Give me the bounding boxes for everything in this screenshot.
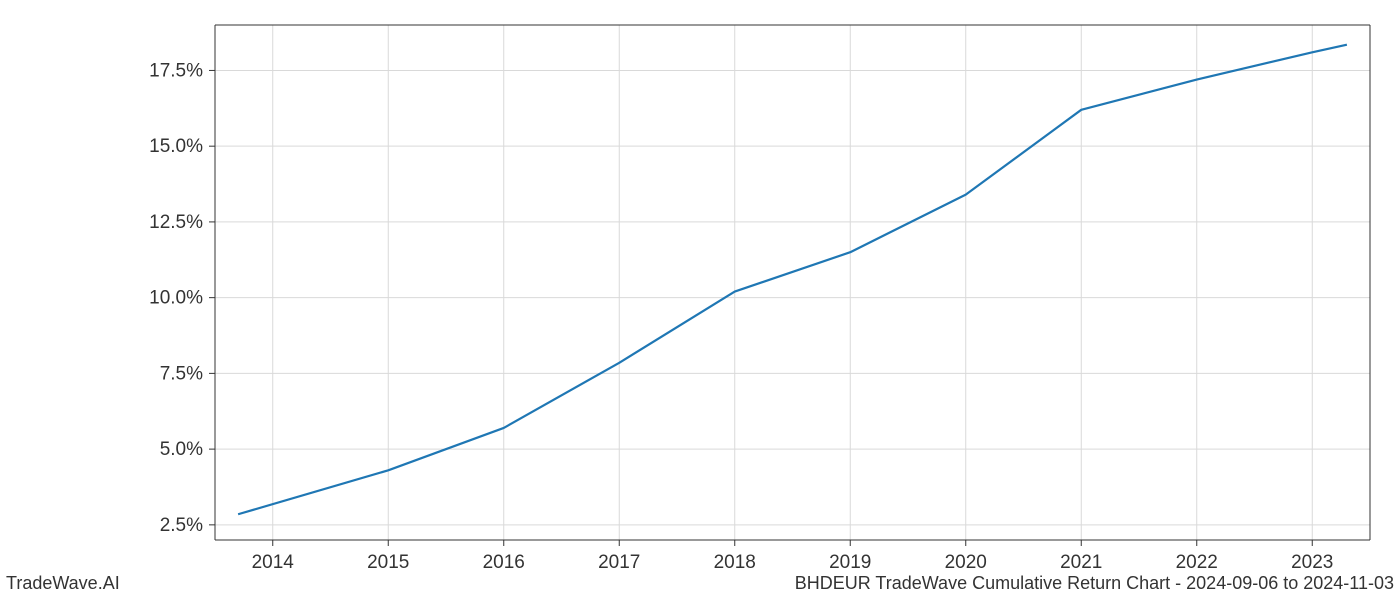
x-tick-label: 2016 [483,552,525,573]
x-tick-label: 2015 [367,552,409,573]
footer: TradeWave.AI BHDEUR TradeWave Cumulative… [0,573,1400,594]
y-tick-label: 7.5% [160,363,203,384]
y-tick-label: 15.0% [149,136,203,157]
y-tick-label: 2.5% [160,515,203,536]
x-tick-label: 2020 [945,552,987,573]
footer-right-caption: BHDEUR TradeWave Cumulative Return Chart… [795,573,1394,594]
x-tick-label: 2014 [252,552,295,573]
x-tick-label: 2021 [1060,552,1102,573]
y-tick-label: 10.0% [149,288,203,309]
y-tick-label: 17.5% [149,60,203,81]
x-tick-label: 2019 [829,552,871,573]
y-tick-label: 12.5% [149,212,203,233]
x-tick-label: 2018 [714,552,756,573]
x-tick-label: 2017 [598,552,640,573]
chart-container: 2014 2015 2016 2017 2018 2019 2020 2021 2022 2023… [0,0,1400,600]
x-tick-label: 2022 [1176,552,1218,573]
footer-left-brand: TradeWave.AI [6,573,120,594]
line-chart: 2014 2015 2016 2017 2018 2019 2020 2021 2022 2023… [0,0,1400,600]
x-tick-label: 2023 [1291,552,1333,573]
y-tick-label: 5.0% [160,439,203,460]
